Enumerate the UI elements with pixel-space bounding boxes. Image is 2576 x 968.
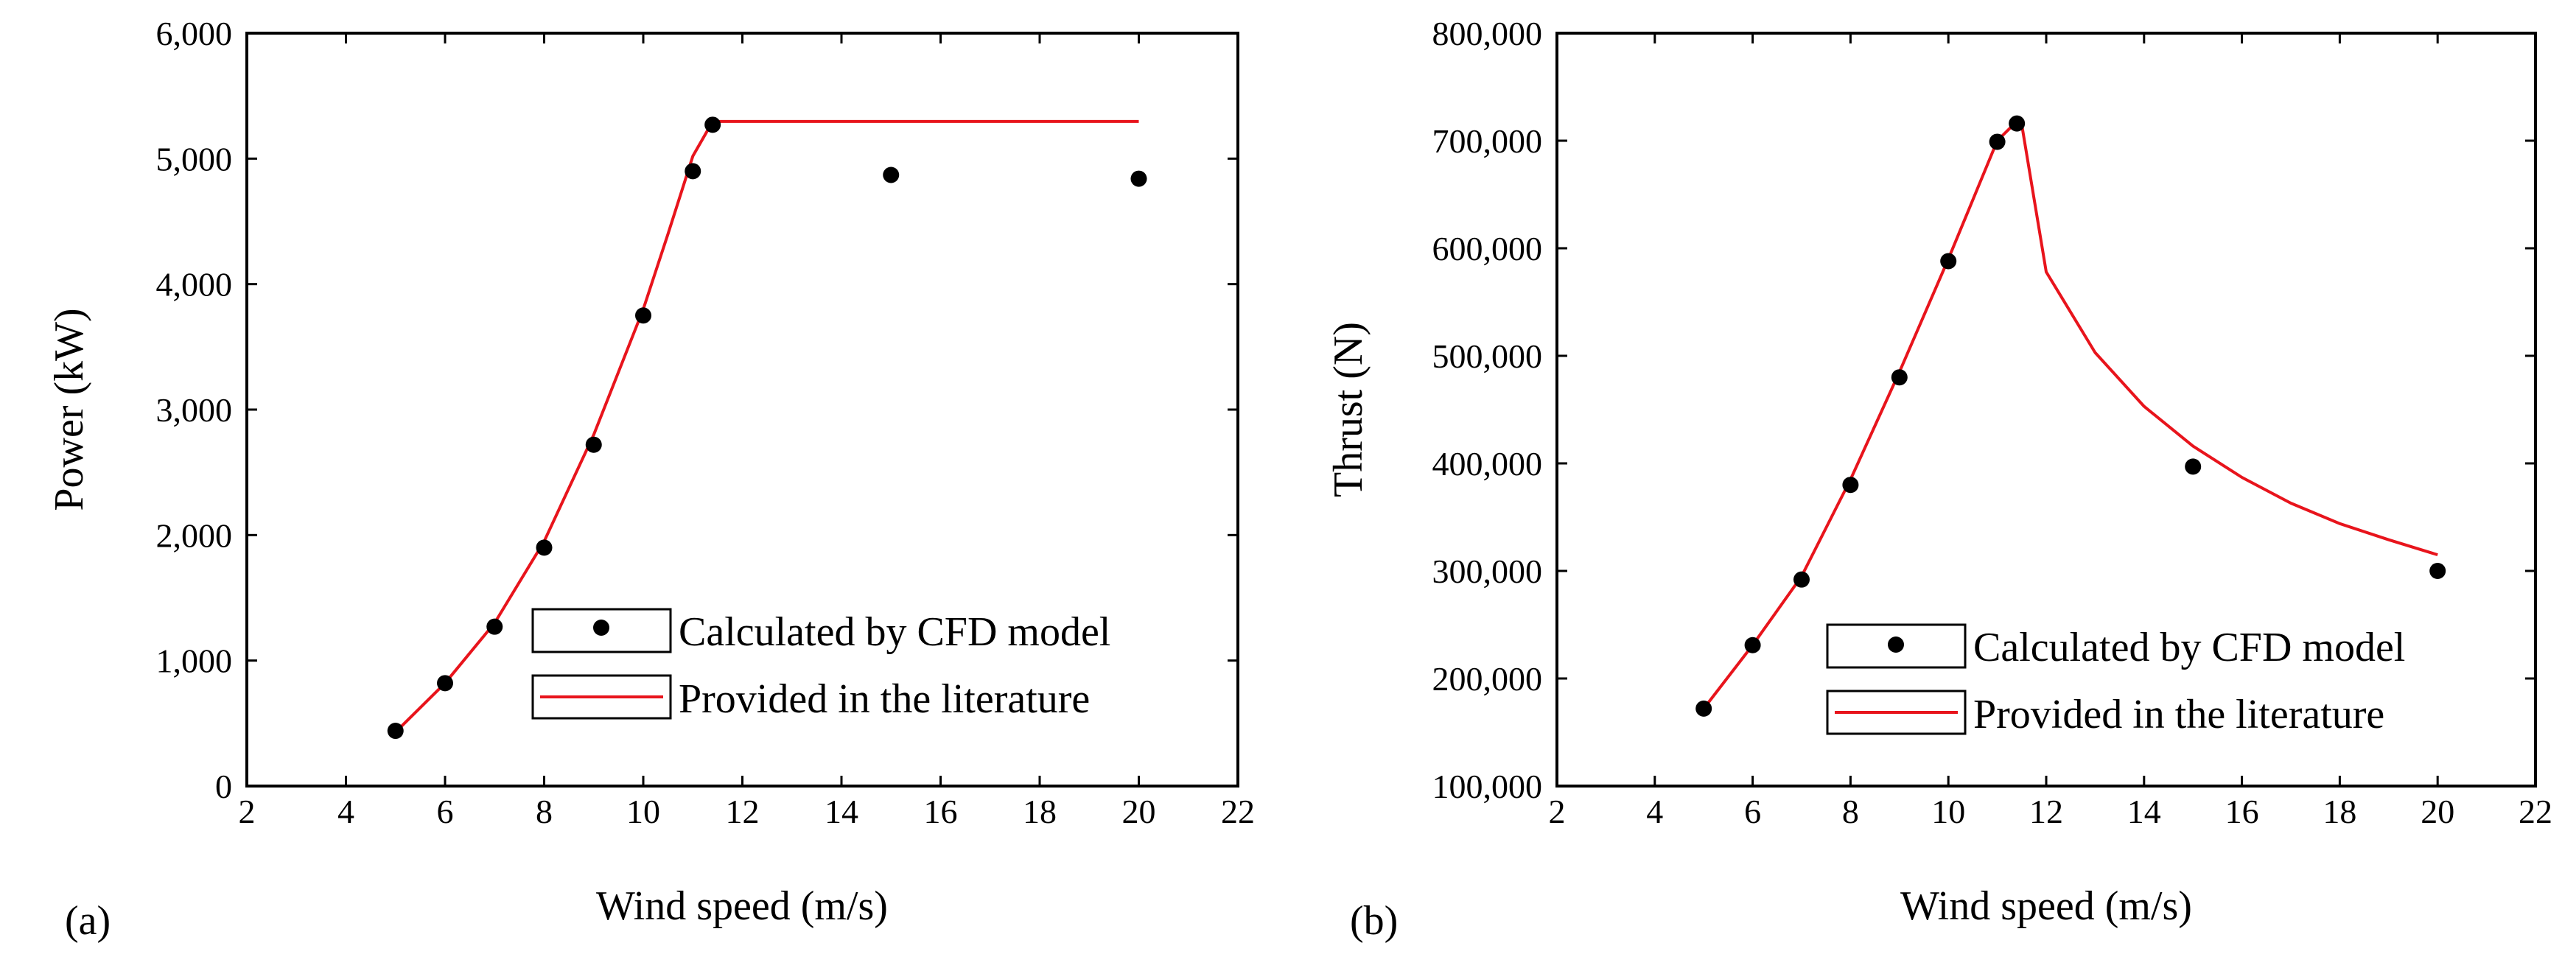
thrust-cfd-point <box>2185 458 2202 475</box>
thrust-cfd-point <box>1940 253 1957 270</box>
power-plot-area <box>387 116 1147 740</box>
legend-label-cfd: Calculated by CFD model <box>679 609 1110 655</box>
power-x-axis-label: Wind speed (m/s) <box>596 883 888 929</box>
thrust-x-tick-label: 10 <box>1931 793 1965 830</box>
power-y-tick-label: 2,000 <box>156 516 233 554</box>
power-x-tick-label: 22 <box>1221 793 1255 830</box>
thrust-x-tick-label: 20 <box>2421 793 2454 830</box>
power-y-axis-label: Power (kW) <box>46 308 92 511</box>
thrust-x-tick-label: 8 <box>1842 793 1859 830</box>
power-x-tick-label: 2 <box>239 793 256 830</box>
legend-key-marker-cfd <box>593 620 609 636</box>
thrust-y-tick-label: 700,000 <box>1432 122 1543 160</box>
thrust-x-tick-label: 6 <box>1744 793 1761 830</box>
power-y-tick-label: 3,000 <box>156 391 233 429</box>
thrust-y-tick-label: 200,000 <box>1432 660 1543 698</box>
thrust-y-tick-label: 100,000 <box>1432 768 1543 805</box>
thrust-x-tick-label: 12 <box>2029 793 2063 830</box>
thrust-literature-line <box>1702 119 2438 710</box>
thrust-axis-ticks: 2 4 6 8 10 12 14 16 18 20 22 100,000 200,000 300,000 4… <box>1432 15 2553 830</box>
power-cfd-point <box>387 723 404 740</box>
power-y-tick-label: 4,000 <box>156 266 233 304</box>
thrust-y-tick-label: 300,000 <box>1432 553 1543 590</box>
thrust-legend: Calculated by CFD model Provided in the … <box>1826 623 2405 737</box>
thrust-chart-panel: 2 4 6 8 10 12 14 16 18 20 22 100,000 200,000 300,000 4… <box>1326 15 2552 944</box>
power-y-tick-label: 0 <box>215 768 232 805</box>
thrust-x-tick-label: 18 <box>2323 793 2356 830</box>
power-chart-panel: 2 4 6 8 10 12 14 16 18 20 22 0 1,000 2,000 3,000 4,000 5… <box>46 15 1255 944</box>
legend-label-literature: Provided in the literature <box>679 676 1090 722</box>
thrust-cfd-point <box>1695 700 1712 717</box>
power-y-tick-label: 5,000 <box>156 140 233 178</box>
power-cfd-point <box>486 618 503 635</box>
thrust-x-tick-label: 16 <box>2225 793 2259 830</box>
thrust-y-tick-label: 600,000 <box>1432 230 1543 267</box>
power-cfd-point <box>585 436 602 453</box>
power-x-tick-label: 6 <box>437 793 454 830</box>
thrust-y-tick-label: 500,000 <box>1432 337 1543 375</box>
power-x-tick-label: 20 <box>1122 793 1156 830</box>
power-cfd-point <box>704 116 721 133</box>
power-cfd-point <box>635 307 651 324</box>
power-cfd-point <box>437 675 453 692</box>
panel-label-a: (a) <box>65 898 111 944</box>
thrust-cfd-point <box>1842 477 1859 494</box>
legend-label-literature: Provided in the literature <box>1973 692 2384 737</box>
legend-key-marker-cfd <box>1888 636 1904 653</box>
power-x-tick-label: 12 <box>726 793 760 830</box>
power-axis-ticks: 2 4 6 8 10 12 14 16 18 20 22 0 1,000 2,000 3,000 4,000 5… <box>156 15 1256 830</box>
thrust-plot-area <box>1695 115 2446 717</box>
power-x-tick-label: 4 <box>337 793 354 830</box>
legend-label-cfd: Calculated by CFD model <box>1973 625 2405 670</box>
thrust-y-axis-label: Thrust (N) <box>1326 322 1371 497</box>
power-cfd-point <box>685 163 701 180</box>
power-x-tick-label: 8 <box>536 793 553 830</box>
legend-key-box-literature <box>1826 690 1967 735</box>
power-x-tick-label: 18 <box>1023 793 1057 830</box>
thrust-y-tick-label: 800,000 <box>1432 15 1543 52</box>
thrust-cfd-point <box>2009 115 2026 132</box>
thrust-cfd-point <box>1989 133 2006 150</box>
power-legend: Calculated by CFD model Provided in the … <box>531 608 1110 722</box>
legend-key-box-cfd <box>1826 623 1967 669</box>
thrust-cfd-point <box>1891 369 1908 386</box>
power-x-tick-label: 16 <box>924 793 958 830</box>
legend-key-box-cfd <box>531 608 672 653</box>
thrust-cfd-point <box>2429 563 2446 579</box>
legend-key-box-literature <box>531 674 672 720</box>
power-x-tick-label: 14 <box>825 793 858 830</box>
power-cfd-point <box>1130 170 1147 187</box>
thrust-cfd-point <box>1744 636 1761 653</box>
thrust-x-tick-label: 22 <box>2519 793 2552 830</box>
thrust-cfd-point <box>1793 571 1810 588</box>
power-y-tick-label: 1,000 <box>156 642 233 680</box>
thrust-y-tick-label: 400,000 <box>1432 445 1543 483</box>
thrust-x-tick-label: 14 <box>2127 793 2161 830</box>
power-y-tick-label: 6,000 <box>156 15 233 52</box>
power-cfd-point <box>536 539 553 556</box>
power-x-tick-label: 10 <box>626 793 660 830</box>
power-cfd-point <box>883 166 900 183</box>
thrust-x-tick-label: 2 <box>1549 793 1566 830</box>
panel-label-b: (b) <box>1350 898 1398 944</box>
power-literature-line <box>394 119 1139 734</box>
thrust-x-axis-label: Wind speed (m/s) <box>1900 883 2192 929</box>
thrust-x-tick-label: 4 <box>1646 793 1663 830</box>
